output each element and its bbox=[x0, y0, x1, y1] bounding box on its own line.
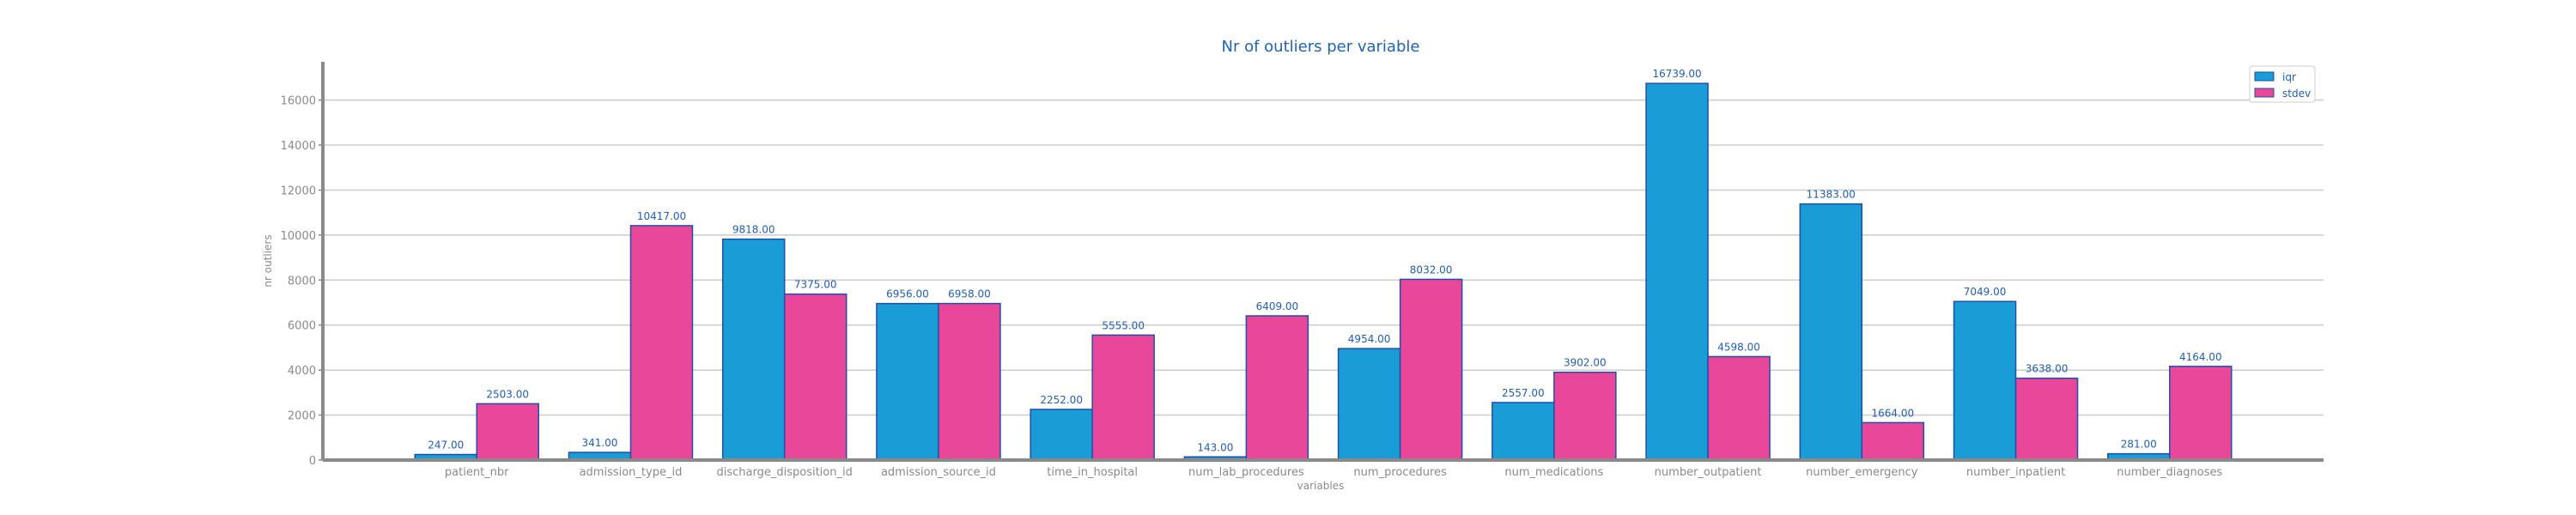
bar-stdev bbox=[938, 302, 1001, 461]
data-label-iqr: 7049.00 bbox=[1964, 286, 2007, 298]
data-label-iqr: 281.00 bbox=[2121, 439, 2157, 451]
y-tick-label: 14000 bbox=[281, 140, 316, 153]
y-tick-label: 16000 bbox=[281, 95, 316, 108]
data-label-stdev: 7375.00 bbox=[794, 279, 837, 291]
legend-swatch-iqr bbox=[2254, 71, 2275, 82]
x-tick-label: num_medications bbox=[1504, 466, 1603, 479]
data-label-iqr: 4954.00 bbox=[1348, 333, 1391, 345]
data-label-iqr: 2557.00 bbox=[1502, 387, 1545, 399]
data-label-stdev: 1664.00 bbox=[1871, 407, 1914, 419]
data-label-stdev: 3638.00 bbox=[2026, 363, 2069, 375]
bar-stdev bbox=[629, 225, 694, 461]
x-tick-label: time_in_hospital bbox=[1047, 466, 1138, 479]
bar-stdev bbox=[783, 293, 848, 461]
x-tick-label: admission_type_id bbox=[580, 466, 683, 479]
bar-stdev bbox=[1861, 421, 1925, 461]
bar-stdev bbox=[1553, 371, 1617, 461]
x-tick-labels: patient_nbr admission_type_id discharge_di… bbox=[445, 466, 2223, 479]
y-axis-title: nr outliers bbox=[262, 234, 274, 287]
bar-iqr bbox=[1953, 300, 2017, 461]
axes bbox=[321, 62, 2324, 462]
bar-stdev bbox=[1245, 315, 1309, 461]
data-label-iqr: 247.00 bbox=[428, 439, 464, 451]
data-label-stdev: 8032.00 bbox=[1410, 264, 1453, 276]
x-tick-label: patient_nbr bbox=[445, 466, 509, 479]
x-tick-label: number_emergency bbox=[1806, 466, 1918, 479]
legend-swatch-stdev bbox=[2254, 88, 2275, 98]
data-label-stdev: 10417.00 bbox=[637, 210, 686, 222]
data-label-stdev: 3902.00 bbox=[1564, 357, 1607, 369]
gridlines bbox=[323, 99, 2324, 416]
x-tick-label: num_procedures bbox=[1353, 466, 1447, 479]
x-tick-label: discharge_disposition_id bbox=[717, 466, 853, 479]
y-tick-label: 10000 bbox=[281, 230, 316, 243]
bar-iqr bbox=[1030, 409, 1093, 461]
legend-label-stdev: stdev bbox=[2282, 88, 2311, 100]
x-tick-label: number_outpatient bbox=[1655, 466, 1762, 479]
chart-title: Nr of outliers per variable bbox=[1222, 38, 1420, 56]
data-labels: 247.00 2503.00 341.00 10417.00 9818.00 7375.0… bbox=[428, 68, 2221, 453]
legend: iqr stdev bbox=[2249, 65, 2316, 103]
x-tick-label: admission_source_id bbox=[881, 466, 996, 479]
data-label-iqr: 6956.00 bbox=[886, 288, 929, 300]
legend-label-iqr: iqr bbox=[2282, 71, 2296, 83]
bars bbox=[414, 82, 2233, 461]
x-axis-title: variables bbox=[1297, 480, 1345, 492]
data-label-stdev: 5555.00 bbox=[1102, 319, 1145, 331]
data-label-iqr: 9818.00 bbox=[732, 224, 775, 236]
data-label-iqr: 16739.00 bbox=[1652, 68, 1701, 80]
data-label-iqr: 341.00 bbox=[581, 437, 617, 449]
y-tick-label: 0 bbox=[309, 455, 316, 468]
data-label-stdev: 6958.00 bbox=[948, 288, 991, 300]
bar-stdev bbox=[2014, 377, 2079, 461]
bar-stdev bbox=[1399, 278, 1463, 461]
data-label-iqr: 143.00 bbox=[1197, 441, 1233, 453]
bar-iqr bbox=[876, 302, 939, 461]
y-tick-label: 6000 bbox=[288, 320, 316, 333]
data-label-iqr: 11383.00 bbox=[1807, 189, 1856, 201]
bar-iqr bbox=[1492, 402, 1555, 461]
bar-stdev bbox=[1091, 334, 1155, 461]
bar-stdev bbox=[1707, 355, 1771, 461]
bar-stdev bbox=[476, 403, 539, 461]
data-label-iqr: 2252.00 bbox=[1040, 394, 1083, 406]
data-label-stdev: 4598.00 bbox=[1717, 341, 1760, 353]
y-tick-label: 12000 bbox=[281, 185, 316, 197]
bar-iqr bbox=[1645, 82, 1709, 461]
bar-stdev bbox=[2169, 366, 2233, 461]
data-label-stdev: 6409.00 bbox=[1256, 300, 1299, 312]
data-label-stdev: 4164.00 bbox=[2179, 351, 2222, 363]
x-tick-label: number_inpatient bbox=[1966, 466, 2065, 479]
y-tick-label: 4000 bbox=[288, 365, 316, 378]
bar-iqr bbox=[1799, 203, 1863, 461]
x-tick-label: number_diagnoses bbox=[2117, 466, 2222, 479]
bar-iqr bbox=[721, 238, 786, 461]
data-label-stdev: 2503.00 bbox=[486, 388, 529, 400]
y-tick-label: 2000 bbox=[288, 410, 316, 423]
x-tick-label: num_lab_procedures bbox=[1188, 466, 1304, 479]
bar-iqr bbox=[1337, 348, 1401, 461]
y-tick-labels: 0 2000 4000 6000 8000 10000 12000 14000 16000 bbox=[281, 95, 323, 468]
y-tick-label: 8000 bbox=[288, 275, 316, 288]
